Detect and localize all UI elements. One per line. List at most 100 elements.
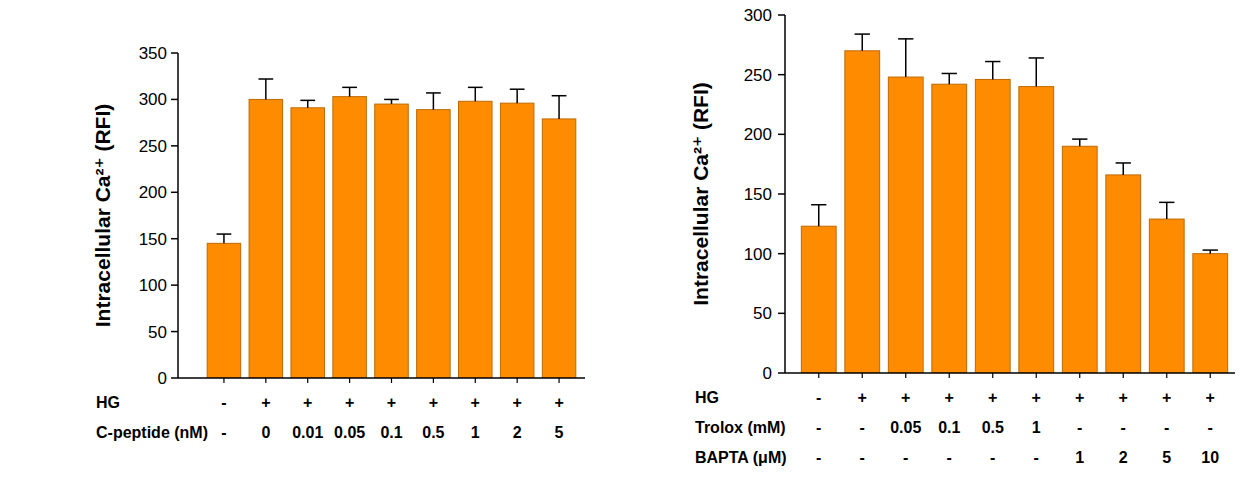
y-tick bbox=[171, 52, 178, 54]
error-stem bbox=[349, 87, 351, 96]
bar bbox=[801, 226, 836, 373]
y-tick bbox=[778, 313, 785, 315]
error-bar bbox=[510, 89, 525, 103]
error-cap bbox=[426, 92, 441, 94]
x-tick bbox=[949, 373, 950, 378]
y-tick-label: 350 bbox=[139, 44, 167, 63]
row-value: 5 bbox=[555, 424, 564, 441]
x-tick bbox=[517, 378, 518, 383]
x-tick bbox=[307, 378, 308, 383]
y-tick-label: 0 bbox=[763, 364, 772, 383]
y-tick bbox=[778, 372, 785, 374]
y-tick-label: 100 bbox=[139, 276, 167, 295]
error-bar bbox=[1029, 58, 1044, 87]
x-tick bbox=[475, 378, 476, 383]
y-tick-label: 100 bbox=[744, 245, 772, 264]
error-stem bbox=[307, 100, 309, 107]
bar bbox=[932, 84, 967, 373]
error-cap bbox=[217, 233, 232, 235]
bar bbox=[845, 51, 880, 373]
row-value: + bbox=[1032, 389, 1041, 406]
row-value: + bbox=[945, 389, 954, 406]
row-value: - bbox=[816, 419, 821, 436]
error-cap bbox=[552, 95, 567, 97]
x-tick bbox=[1210, 373, 1211, 378]
chart: 050100150200250300350Intracellular Ca²⁺ … bbox=[91, 44, 585, 441]
error-bar bbox=[300, 100, 315, 107]
row-value: 0.1 bbox=[380, 424, 402, 441]
x-tick bbox=[992, 373, 993, 378]
x-tick bbox=[433, 378, 434, 383]
error-bar bbox=[342, 87, 357, 96]
error-cap bbox=[258, 78, 273, 80]
row-value: + bbox=[988, 389, 997, 406]
row-value: 0.05 bbox=[890, 419, 921, 436]
bar bbox=[542, 119, 576, 378]
y-tick bbox=[171, 145, 178, 147]
row-value: 10 bbox=[1201, 449, 1219, 466]
error-stem bbox=[949, 73, 951, 84]
error-stem bbox=[1123, 163, 1125, 175]
error-stem bbox=[862, 34, 864, 51]
row-value: - bbox=[816, 449, 821, 466]
error-stem bbox=[433, 93, 435, 110]
y-axis bbox=[177, 53, 179, 378]
y-tick-label: 50 bbox=[148, 323, 167, 342]
x-axis bbox=[178, 377, 585, 379]
y-tick bbox=[778, 193, 785, 195]
y-tick-label: 150 bbox=[744, 185, 772, 204]
bar bbox=[249, 99, 283, 378]
row-value: - bbox=[221, 394, 226, 411]
row-value: - bbox=[1034, 449, 1039, 466]
bar bbox=[975, 79, 1010, 373]
bar bbox=[1106, 175, 1141, 373]
error-cap bbox=[1029, 57, 1044, 59]
error-cap bbox=[1072, 138, 1087, 140]
row-value: 1 bbox=[471, 424, 480, 441]
bar bbox=[417, 110, 451, 378]
row-value: - bbox=[1208, 419, 1213, 436]
row-value: + bbox=[261, 394, 270, 411]
row-value: + bbox=[429, 394, 438, 411]
error-stem bbox=[1166, 202, 1168, 219]
error-bar bbox=[384, 99, 399, 104]
error-cap bbox=[510, 88, 525, 90]
row-value: 5 bbox=[1162, 449, 1171, 466]
x-tick bbox=[1123, 373, 1124, 378]
y-tick bbox=[171, 99, 178, 101]
x-tick bbox=[862, 373, 863, 378]
row-value: - bbox=[903, 449, 908, 466]
error-stem bbox=[475, 87, 477, 101]
y-axis-label: Intracellular Ca²⁺ (RFI) bbox=[91, 104, 114, 327]
row-value: 1 bbox=[1075, 449, 1084, 466]
bar bbox=[1019, 87, 1054, 373]
row-value: - bbox=[1164, 419, 1169, 436]
row-label: HG bbox=[96, 394, 120, 411]
row-value: - bbox=[947, 449, 952, 466]
x-tick bbox=[1079, 373, 1080, 378]
error-bar bbox=[1072, 139, 1087, 146]
row-value: - bbox=[816, 389, 821, 406]
error-stem bbox=[223, 234, 225, 243]
y-tick-label: 200 bbox=[744, 125, 772, 144]
chart: 050100150200250300Intracellular Ca²⁺ (RF… bbox=[689, 6, 1235, 466]
y-tick bbox=[778, 253, 785, 255]
y-tick-label: 200 bbox=[139, 183, 167, 202]
error-bar bbox=[217, 234, 232, 243]
y-tick bbox=[778, 14, 785, 16]
row-value: + bbox=[387, 394, 396, 411]
row-value: - bbox=[1121, 419, 1126, 436]
row-value: + bbox=[1075, 389, 1084, 406]
y-tick bbox=[171, 377, 178, 379]
error-bar bbox=[1116, 163, 1131, 175]
row-value: + bbox=[554, 394, 563, 411]
error-bar bbox=[942, 73, 957, 84]
y-tick-label: 250 bbox=[744, 66, 772, 85]
row-label: C-peptide (nM) bbox=[96, 424, 208, 441]
row-value: + bbox=[1119, 389, 1128, 406]
marks bbox=[801, 34, 1227, 373]
row-value: 2 bbox=[1119, 449, 1128, 466]
bar bbox=[459, 101, 493, 378]
y-tick-label: 250 bbox=[139, 137, 167, 156]
error-stem bbox=[992, 62, 994, 80]
